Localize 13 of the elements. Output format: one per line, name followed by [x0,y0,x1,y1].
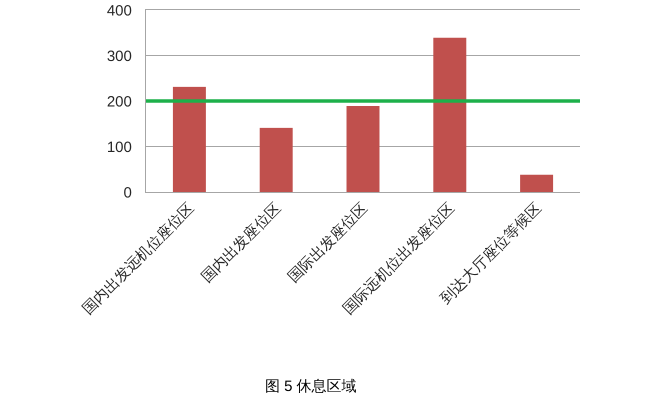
bar [260,128,293,192]
y-tick-label: 300 [106,48,132,65]
bar [433,38,466,192]
x-tick-label: 国内出发座位区 [197,199,284,286]
caption: 图 5 休息区域 [265,378,357,395]
y-tick-label: 200 [106,93,132,110]
bar [520,174,554,192]
x-tick-label: 国内出发远机位座位区 [78,199,198,318]
y-tick-label: 0 [124,184,132,202]
bar [346,106,380,192]
y-tick-label: 400 [106,2,132,20]
bar [172,86,206,192]
y-tick-label: 100 [106,138,132,156]
